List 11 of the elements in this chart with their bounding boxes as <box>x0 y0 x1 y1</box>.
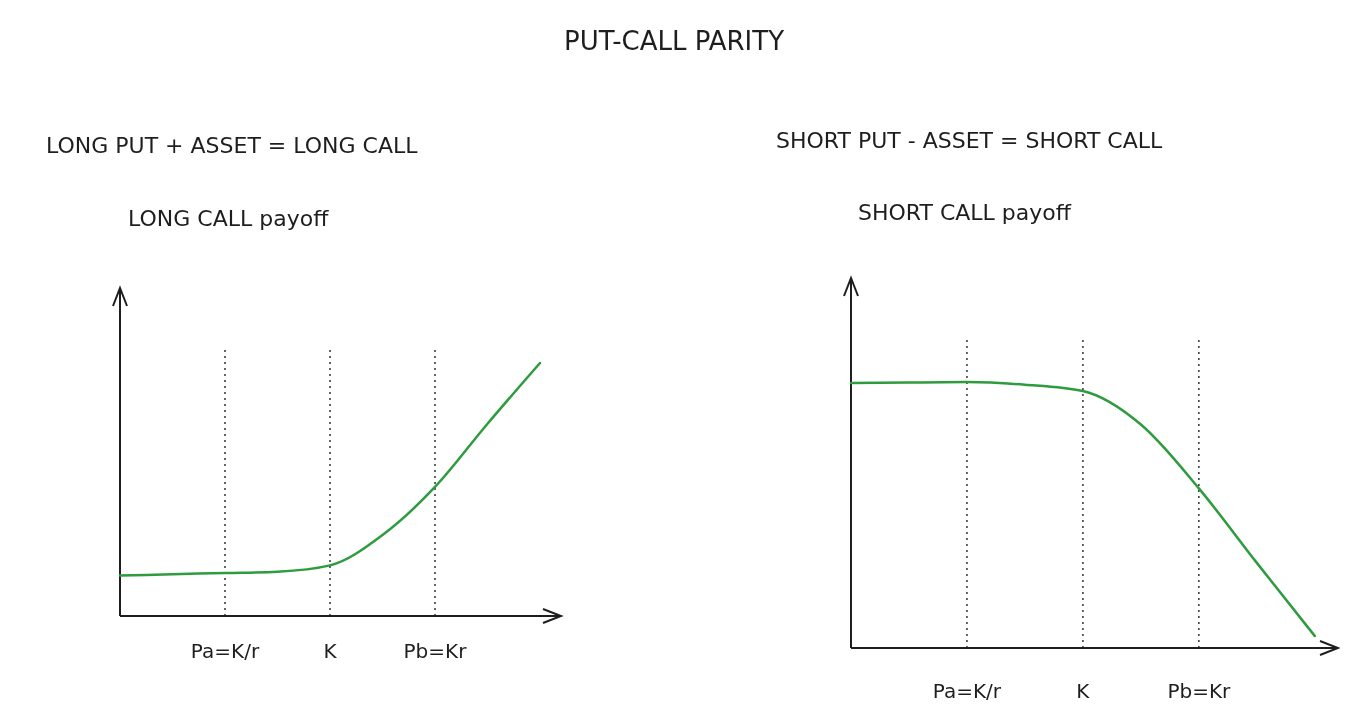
text: PUT-CALL PARITY <box>563 26 785 56</box>
x-tick-label: Pa=K/r <box>190 639 260 663</box>
x-tick-label: Pb=Kr <box>1167 679 1232 703</box>
x-tick-label: Pa=K/r <box>932 679 1002 703</box>
x-tick-label: K <box>323 639 338 663</box>
x-tick-label: Pb=Kr <box>403 639 468 663</box>
chart-title: LONG PUT + ASSET = LONG CALL <box>46 133 419 158</box>
chart-title: SHORT PUT - ASSET = SHORT CALL <box>776 128 1164 153</box>
chart-subtitle: SHORT CALL payoff <box>858 200 1072 225</box>
chart-subtitle: LONG CALL payoff <box>128 206 330 231</box>
x-tick-label: K <box>1076 679 1091 703</box>
